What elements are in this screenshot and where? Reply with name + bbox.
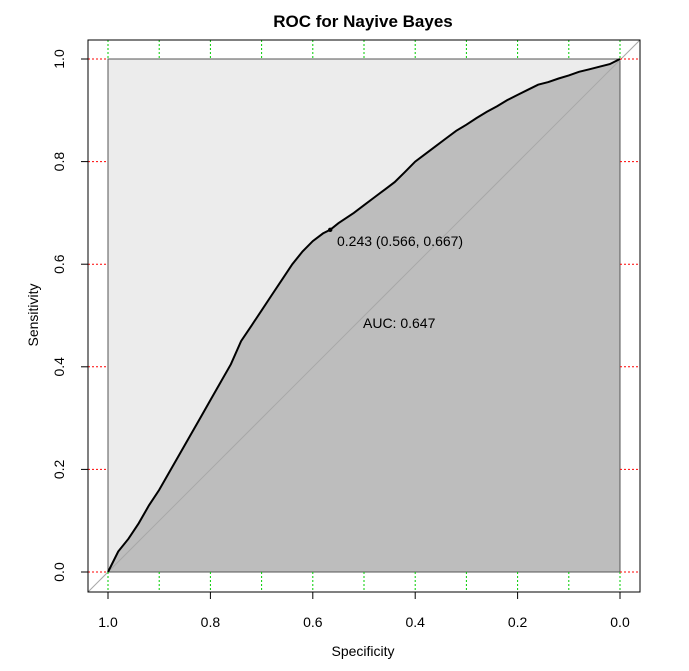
y-tick-label: 0.4 [51, 357, 67, 377]
grid [88, 40, 640, 592]
y-axis-label: Sensitivity [25, 283, 41, 346]
y-tick-label: 0.2 [51, 459, 67, 479]
x-tick-label: 0.8 [201, 614, 221, 630]
threshold-point [328, 227, 333, 233]
y-tick-label: 1.0 [51, 49, 67, 69]
x-tick-label: 1.0 [98, 614, 118, 630]
x-tick-label: 0.0 [610, 614, 630, 630]
x-tick-label: 0.2 [508, 614, 528, 630]
diagonal-line [87, 39, 641, 593]
chart-title: ROC for Nayive Bayes [273, 12, 453, 31]
y-tick-label: 0.8 [51, 152, 67, 172]
roc-curve [107, 58, 621, 573]
x-tick-label: 0.4 [405, 614, 425, 630]
x-axis-label: Specificity [331, 643, 394, 659]
axes: 1.0 0.8 0.6 0.4 0.2 0.0 0.0 0.2 0.4 0.6 0.8 1.0 [51, 39, 641, 630]
plot-frame [87, 39, 641, 593]
plot-area [87, 39, 641, 593]
y-tick-label: 0.0 [51, 562, 67, 582]
y-tick-label: 0.6 [51, 254, 67, 274]
x-tick-label: 0.6 [303, 614, 323, 630]
threshold-label: 0.243 (0.566, 0.667) [337, 233, 463, 249]
auc-label: AUC: 0.647 [363, 315, 436, 331]
